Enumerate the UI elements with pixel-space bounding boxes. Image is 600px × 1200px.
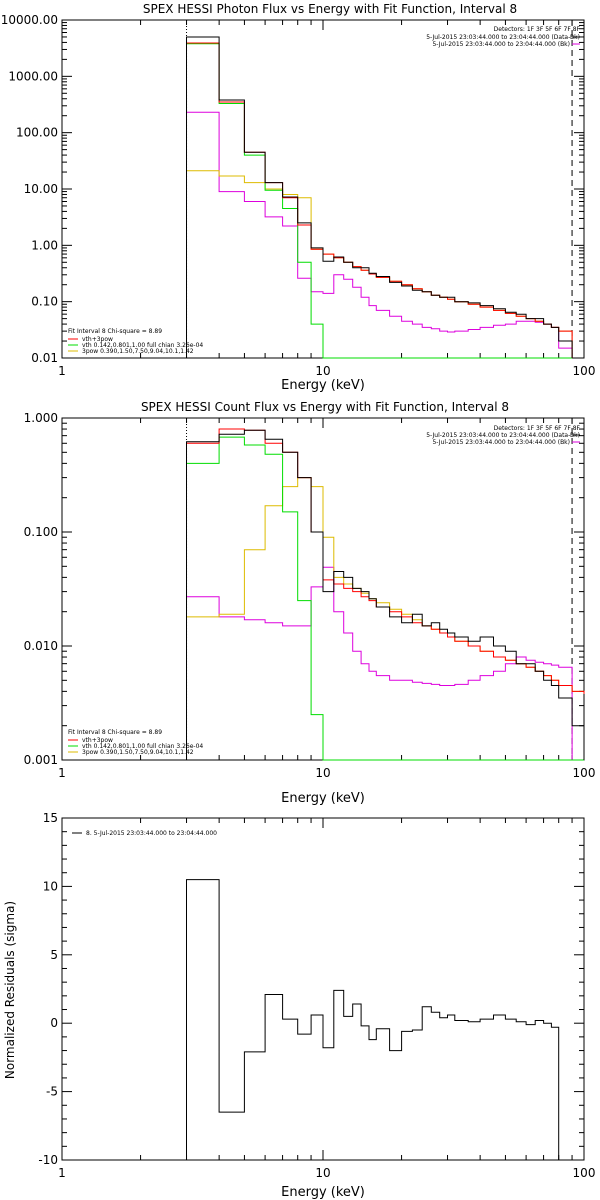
y-tick-label: 0.010 — [24, 639, 58, 653]
y-tick-label: 5 — [50, 948, 58, 962]
photon-flux-panel: SPEX HESSI Photon Flux vs Energy with Fi… — [1, 2, 596, 393]
series-data-line — [186, 36, 573, 358]
y-tick-label: 0.001 — [24, 753, 58, 767]
photon-bk-interval-text: 5-Jul-2015 23:03:44.000 to 23:04:44.000 … — [432, 41, 570, 48]
y-tick-label: 0.10 — [31, 295, 58, 309]
photon-legend-fit: Fit Interval 8 Chi-square = 8.89 — [68, 328, 162, 335]
x-tick-label: 100 — [573, 1166, 596, 1180]
count-x-axis-label: Energy (keV) — [281, 791, 365, 806]
photon-legend-total: vth+3pow — [82, 336, 113, 343]
series-data-line — [186, 429, 585, 760]
y-tick-label: 1000.00 — [8, 69, 58, 83]
y-tick-label: -10 — [38, 1153, 58, 1167]
series-vth-line — [186, 436, 584, 761]
photon-detectors-text: Detectors: 1F 3F 5F 6F 7F 8F — [494, 26, 581, 33]
x-tick-label: 10 — [315, 766, 330, 780]
y-tick-label: 10 — [43, 879, 58, 893]
photon-legend-pow: 3pow 0.390,1.50,7.50,9.04,10.1,1.42 — [82, 348, 194, 355]
x-tick-label: 10 — [315, 364, 330, 378]
y-tick-label: 0.01 — [31, 351, 58, 365]
y-tick-label: 15 — [43, 811, 58, 825]
count-detectors-text: Detectors: 1F 3F 5F 6F 7F 8F — [494, 425, 581, 432]
residuals-plot-frame — [61, 817, 585, 1161]
photon-plot-frame — [61, 19, 585, 359]
y-tick-label: 1.00 — [31, 238, 58, 252]
x-tick-label: 100 — [573, 766, 596, 780]
photon-legend-vth: vth 0.142,0.801,1.00 full chian 3.26e-04 — [82, 342, 203, 349]
count-legend-fit: Fit Interval 8 Chi-square = 8.89 — [68, 729, 162, 736]
count-legend-total: vth+3pow — [82, 737, 113, 744]
residuals-panel: 1 10 100 15 10 5 0 -5 -10 8. 5-Jul-2015 23:03:44… — [3, 811, 595, 1200]
residuals-y-axis-label: Normalized Residuals (sigma) — [3, 901, 17, 1079]
residuals-x-axis-label: Energy (keV) — [281, 1185, 365, 1200]
count-chart-title: SPEX HESSI Count Flux vs Energy with Fit… — [141, 400, 509, 414]
photon-chart-title: SPEX HESSI Photon Flux vs Energy with Fi… — [143, 2, 517, 16]
x-tick-label: 100 — [573, 364, 596, 378]
y-tick-label: 0 — [50, 1016, 58, 1030]
series-bk-line — [186, 566, 584, 761]
y-tick-label: -5 — [46, 1085, 58, 1099]
series-pow-line — [186, 477, 585, 760]
count-bk-interval-text: 5-Jul-2015 23:03:44.000 to 23:04:44.000 … — [432, 439, 570, 446]
photon-data-interval-text: 5-Jul-2015 23:03:44.000 to 23:04:44.000 … — [426, 34, 580, 41]
y-tick-label: 0.100 — [24, 525, 58, 539]
y-tick-label: 1.000 — [24, 411, 58, 425]
count-legend-pow: 3pow 0.390,1.50,7.50,9.04,10.1,1.42 — [82, 749, 194, 756]
count-flux-panel: SPEX HESSI Count Flux vs Energy with Fit… — [24, 400, 596, 806]
x-tick-label: 1 — [58, 364, 66, 378]
series-total-line — [186, 428, 585, 760]
y-tick-label: 10000.00 — [1, 13, 58, 27]
count-data-interval-text: 5-Jul-2015 23:03:44.000 to 23:04:44.000 … — [426, 432, 580, 439]
x-tick-label: 10 — [315, 1166, 330, 1180]
x-tick-label: 1 — [58, 1166, 66, 1180]
residuals-legend-text: 8. 5-Jul-2015 23:03:44.000 to 23:04:44.0… — [86, 830, 217, 837]
y-tick-label: 10.00 — [24, 182, 58, 196]
x-tick-label: 1 — [58, 766, 66, 780]
photon-x-axis-label: Energy (keV) — [281, 378, 365, 393]
series-data-line — [186, 879, 573, 1161]
y-tick-label: 100.00 — [16, 126, 58, 140]
count-legend-vth: vth 0.142,0.801,1.00 full chian 3.26e-04 — [82, 743, 203, 750]
